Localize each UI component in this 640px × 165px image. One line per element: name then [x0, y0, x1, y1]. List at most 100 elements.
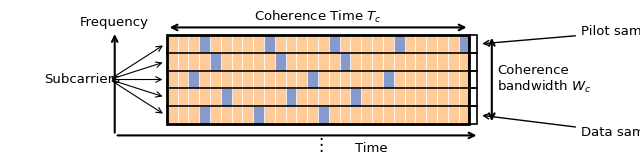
Bar [296, 106, 307, 124]
Bar [264, 88, 275, 106]
Bar [372, 53, 383, 71]
Bar [199, 35, 210, 53]
Bar [404, 35, 415, 53]
Bar [178, 35, 188, 53]
Bar [448, 35, 458, 53]
Bar [448, 71, 458, 88]
Bar [437, 71, 448, 88]
Bar [469, 53, 477, 71]
Bar [372, 106, 383, 124]
Bar [383, 88, 394, 106]
Text: $\vdots$: $\vdots$ [312, 135, 324, 154]
Bar [264, 35, 275, 53]
Bar [415, 106, 426, 124]
Bar [275, 53, 285, 71]
Bar [318, 106, 329, 124]
Bar [469, 106, 477, 124]
Bar [372, 88, 383, 106]
Bar [307, 71, 318, 88]
Bar [188, 106, 199, 124]
Bar [264, 71, 275, 88]
Bar [221, 71, 232, 88]
Bar [232, 53, 243, 71]
Bar [285, 71, 296, 88]
Bar [426, 71, 437, 88]
Bar [275, 35, 285, 53]
Bar [199, 35, 210, 53]
Bar [199, 53, 210, 71]
Bar [275, 71, 285, 88]
Bar [329, 35, 340, 53]
Bar [426, 35, 437, 53]
Text: Subcarriers: Subcarriers [45, 73, 120, 86]
Bar [415, 53, 426, 71]
Bar [285, 106, 296, 124]
Bar [275, 88, 285, 106]
Bar [253, 88, 264, 106]
Bar [383, 71, 394, 88]
Bar [383, 53, 394, 71]
Bar [264, 106, 275, 124]
Bar [372, 71, 383, 88]
Bar [318, 71, 329, 88]
Bar [167, 71, 178, 88]
Bar [253, 35, 264, 53]
Bar [188, 35, 199, 53]
Bar [469, 35, 477, 53]
Bar [253, 106, 264, 124]
Bar [329, 53, 340, 71]
Bar [404, 106, 415, 124]
Bar [307, 106, 318, 124]
Bar [253, 71, 264, 88]
Bar [351, 71, 362, 88]
Bar [458, 53, 469, 71]
Bar [340, 53, 351, 71]
Bar [340, 71, 351, 88]
Bar [340, 35, 351, 53]
Bar [394, 88, 404, 106]
Bar [285, 53, 296, 71]
Bar [394, 53, 404, 71]
Bar [178, 71, 188, 88]
Bar [210, 53, 221, 71]
Bar [167, 106, 178, 124]
Bar [232, 88, 243, 106]
Bar [210, 53, 221, 71]
Bar [469, 88, 477, 106]
Bar [253, 53, 264, 71]
Text: Time: Time [355, 142, 388, 155]
Bar [167, 53, 178, 71]
Bar [221, 35, 232, 53]
Bar [415, 88, 426, 106]
Bar [296, 88, 307, 106]
Bar [318, 35, 329, 53]
Bar [275, 106, 285, 124]
Bar [426, 88, 437, 106]
Bar [426, 53, 437, 71]
Bar [210, 106, 221, 124]
Bar [458, 35, 469, 53]
Bar [199, 106, 210, 124]
Text: Coherence Time $T_c$: Coherence Time $T_c$ [254, 9, 382, 25]
Text: Data sample: Data sample [484, 114, 640, 139]
Bar [329, 106, 340, 124]
Bar [243, 35, 253, 53]
Bar [351, 53, 362, 71]
Bar [383, 71, 394, 88]
Bar [264, 53, 275, 71]
Bar [362, 106, 372, 124]
Bar [243, 88, 253, 106]
Bar [318, 88, 329, 106]
Bar [458, 71, 469, 88]
Bar [437, 106, 448, 124]
Bar [318, 106, 329, 124]
Bar [243, 53, 253, 71]
Bar [362, 53, 372, 71]
Bar [199, 88, 210, 106]
Bar [362, 88, 372, 106]
Bar [285, 35, 296, 53]
Bar [469, 71, 477, 88]
Bar [329, 88, 340, 106]
Bar [415, 35, 426, 53]
Bar [448, 106, 458, 124]
